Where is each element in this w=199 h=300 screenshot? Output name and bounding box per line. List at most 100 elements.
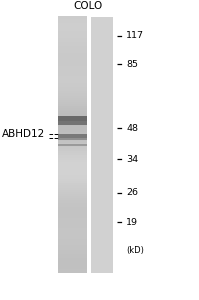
Bar (58, 166, 87, 169)
Bar (58, 68, 87, 70)
Bar (58, 106, 87, 109)
Bar (58, 79, 87, 81)
Bar (58, 269, 87, 271)
Bar (58, 188, 87, 190)
Bar (58, 243, 87, 246)
Bar (58, 260, 87, 263)
Bar (58, 250, 87, 252)
Bar (58, 89, 87, 92)
Text: ABHD12: ABHD12 (2, 128, 45, 139)
Bar (58, 46, 87, 49)
Bar (58, 235, 87, 237)
Bar (58, 267, 87, 269)
Bar (58, 256, 87, 259)
Bar (58, 147, 87, 149)
Bar (58, 123, 87, 126)
Bar (58, 200, 87, 203)
Bar (58, 168, 87, 171)
Bar (58, 207, 87, 209)
Bar (58, 245, 87, 248)
Bar (58, 232, 87, 235)
Bar (58, 132, 87, 134)
Bar (58, 134, 87, 138)
Bar (58, 115, 87, 117)
Bar (58, 57, 87, 59)
Bar (58, 252, 87, 254)
Bar (91, 17, 113, 273)
Bar (58, 34, 87, 36)
Bar (58, 144, 87, 146)
Bar (58, 16, 87, 19)
Bar (58, 211, 87, 214)
Bar (58, 160, 87, 162)
Bar (58, 237, 87, 239)
Bar (58, 196, 87, 199)
Bar (58, 215, 87, 218)
Bar (58, 128, 87, 130)
Bar (58, 23, 87, 25)
Bar (58, 116, 87, 121)
Bar (58, 241, 87, 244)
Bar (58, 113, 87, 115)
Text: 19: 19 (126, 218, 138, 226)
Bar (58, 262, 87, 265)
Bar (58, 239, 87, 242)
Bar (58, 55, 87, 57)
Bar (58, 59, 87, 61)
Bar (58, 205, 87, 207)
Bar (58, 145, 87, 147)
Bar (58, 224, 87, 226)
Bar (58, 185, 87, 188)
Bar (58, 32, 87, 34)
Bar (58, 271, 87, 273)
Bar (58, 119, 87, 122)
Bar (58, 192, 87, 194)
Bar (58, 29, 87, 32)
Bar (58, 209, 87, 212)
Bar (58, 183, 87, 186)
Bar (58, 36, 87, 38)
Bar (58, 38, 87, 40)
Bar (58, 228, 87, 231)
Bar (58, 83, 87, 85)
Bar (58, 81, 87, 83)
Bar (58, 194, 87, 196)
Bar (58, 42, 87, 44)
Bar (58, 153, 87, 156)
Text: COLO: COLO (73, 2, 102, 11)
Bar (58, 172, 87, 175)
Bar (58, 190, 87, 192)
Bar (58, 74, 87, 76)
Bar (58, 49, 87, 51)
Bar (58, 181, 87, 184)
Bar (58, 248, 87, 250)
Bar (58, 21, 87, 23)
Bar (58, 151, 87, 154)
Bar (58, 134, 87, 136)
Text: 34: 34 (126, 155, 139, 164)
Bar (58, 104, 87, 106)
Bar (58, 164, 87, 167)
Bar (58, 61, 87, 64)
Bar (58, 125, 87, 128)
Bar (58, 213, 87, 216)
Bar (58, 202, 87, 205)
Text: (kD): (kD) (126, 246, 144, 255)
Bar (58, 70, 87, 72)
Bar (58, 162, 87, 164)
Bar (58, 158, 87, 160)
Bar (58, 51, 87, 53)
Bar (58, 179, 87, 182)
Text: 117: 117 (126, 32, 144, 40)
Bar (58, 98, 87, 100)
Bar (58, 130, 87, 132)
Bar (58, 149, 87, 152)
Bar (58, 96, 87, 98)
Bar (58, 230, 87, 233)
Bar (58, 91, 87, 94)
Bar (58, 136, 87, 139)
Bar (58, 222, 87, 224)
Bar (58, 138, 87, 140)
Text: 26: 26 (126, 188, 138, 197)
Bar (58, 142, 87, 145)
